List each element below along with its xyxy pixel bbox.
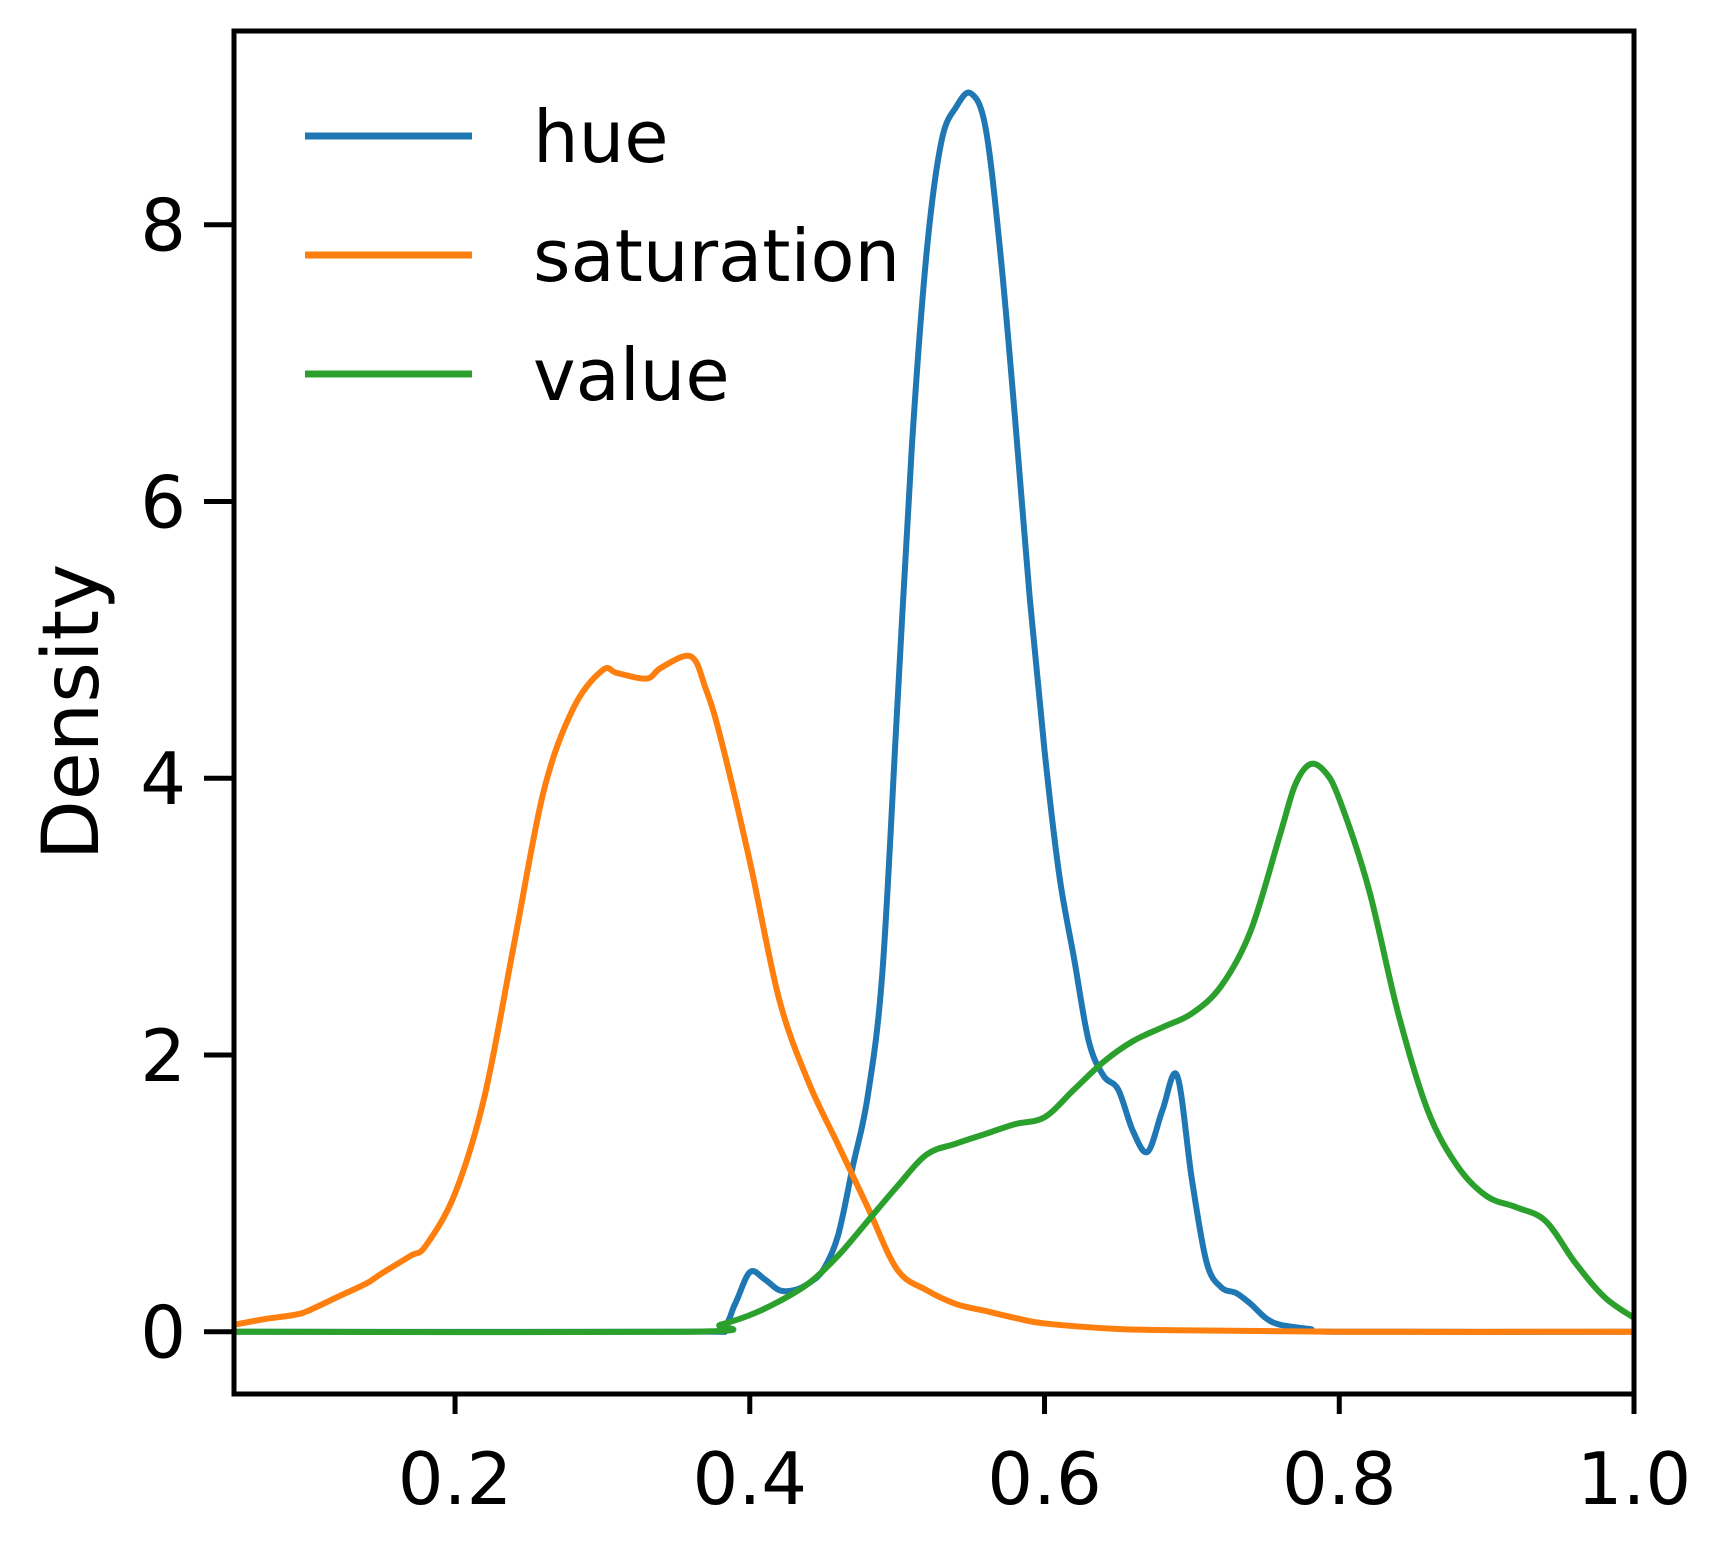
y-tick-label: 0 bbox=[140, 1291, 186, 1375]
series-line-value bbox=[234, 760, 1634, 1336]
y-tick-label: 8 bbox=[140, 184, 186, 268]
legend-label-hue: hue bbox=[533, 95, 669, 179]
legend-label-value: value bbox=[533, 333, 730, 417]
x-axis: 0.2 0.4 0.6 0.8 1.0 bbox=[398, 1394, 1691, 1521]
y-tick-label: 4 bbox=[140, 737, 186, 821]
series-lines bbox=[234, 89, 1634, 1336]
legend-label-saturation: saturation bbox=[533, 214, 900, 298]
legend: hue saturation value bbox=[305, 95, 900, 417]
x-tick-label: 0.6 bbox=[987, 1437, 1102, 1521]
x-tick-label: 0.8 bbox=[1282, 1437, 1397, 1521]
x-tick-label: 1.0 bbox=[1577, 1437, 1692, 1521]
x-tick-label: 0.4 bbox=[693, 1437, 808, 1521]
y-axis: 0 2 4 6 8 bbox=[140, 184, 234, 1375]
plot-frame bbox=[231, 28, 1637, 1397]
y-tick-label: 2 bbox=[140, 1014, 186, 1098]
x-tick-label: 0.2 bbox=[398, 1437, 513, 1521]
series-line-hue bbox=[234, 89, 1634, 1335]
series-line-saturation bbox=[234, 652, 1634, 1335]
y-tick-label: 6 bbox=[140, 460, 186, 544]
y-axis-label: Density bbox=[27, 564, 117, 861]
